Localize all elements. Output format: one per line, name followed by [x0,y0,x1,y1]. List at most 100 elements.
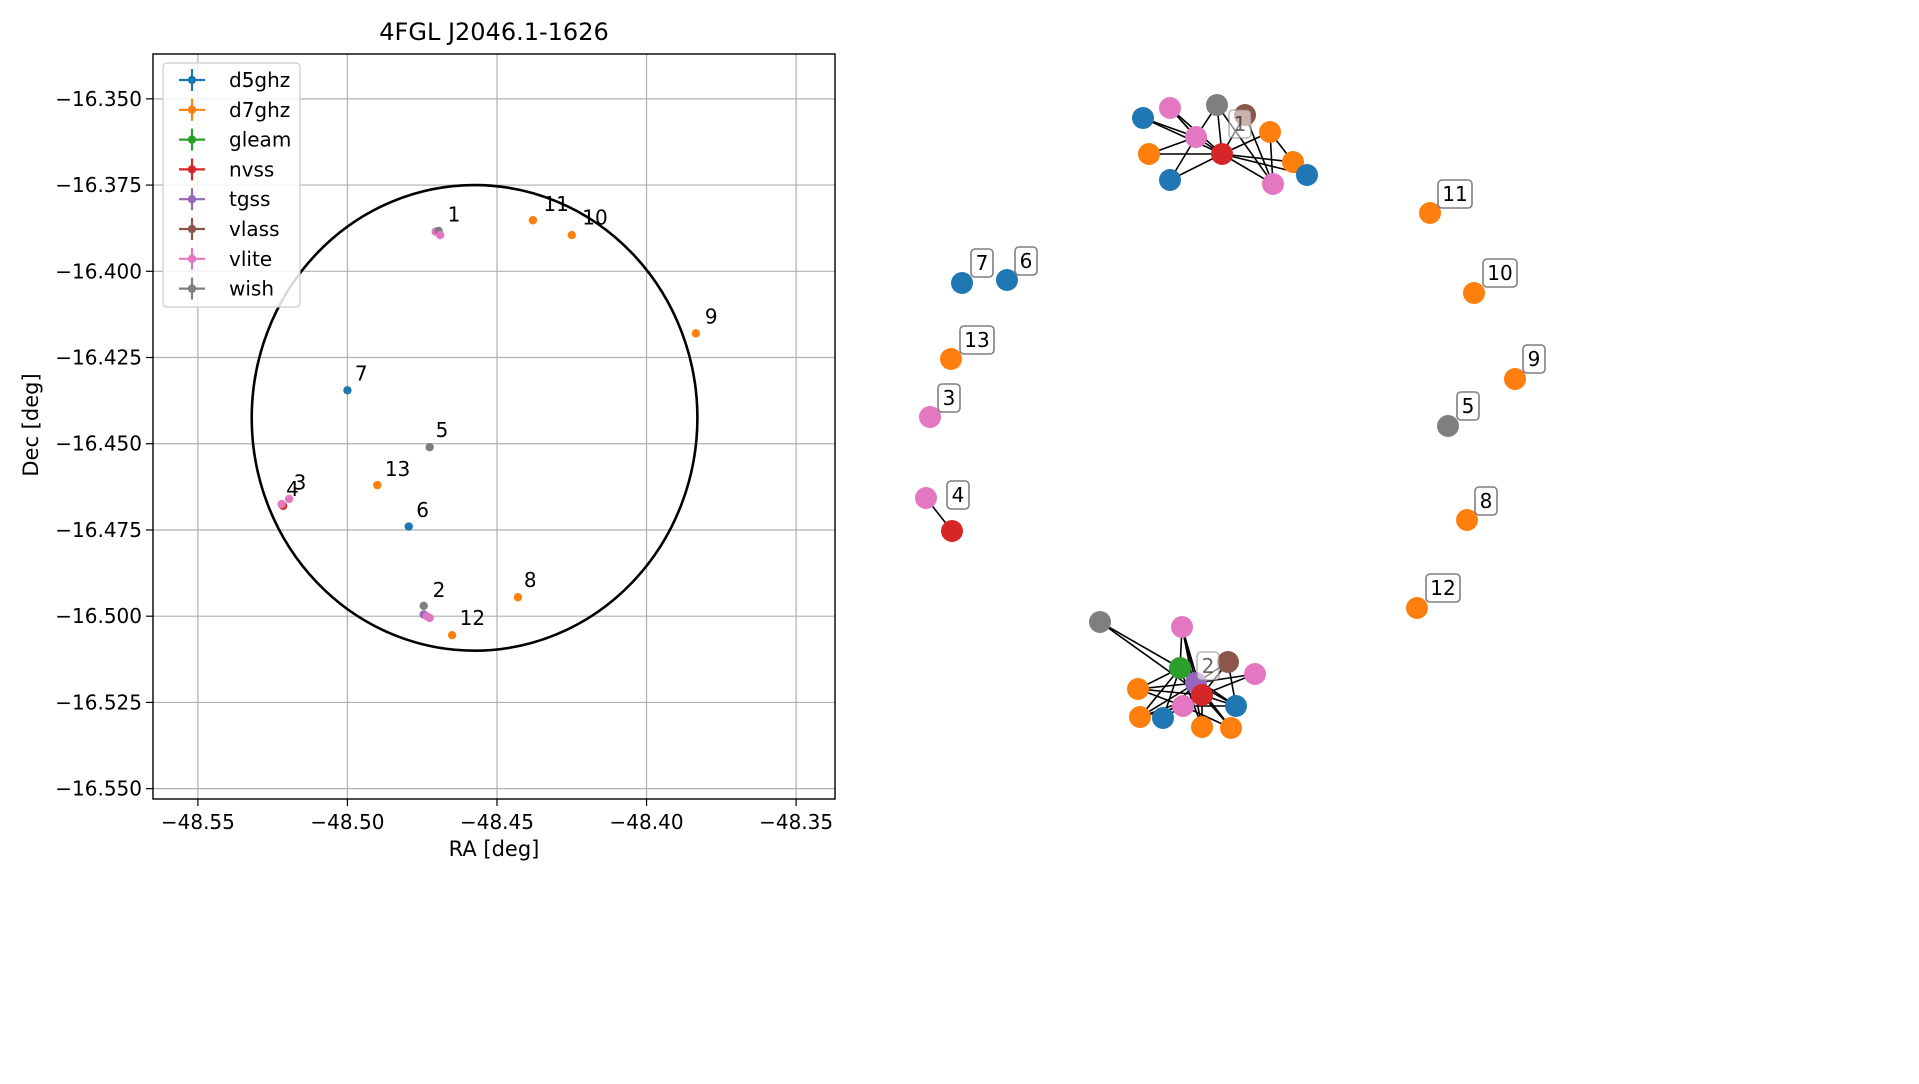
legend-marker [187,165,197,174]
x-tick-label: −48.45 [460,810,534,834]
point-label: 9 [705,305,718,329]
network-label: 3 [943,386,956,410]
network-node-d7ghz [940,348,962,370]
legend-marker [187,135,197,144]
data-point-wish [419,601,428,611]
legend-label: d5ghz [229,68,290,92]
network-label: 4 [952,483,965,507]
legend-box [162,62,301,308]
legend-label: gleam [229,128,291,152]
network-label: 9 [1528,347,1541,371]
data-points [277,216,701,640]
scatter-panel: 4FGL J2046.1-1626 −48.55 −48.50 −48.45 −48.… [19,18,836,861]
point-label: 6 [416,498,429,522]
data-point-d7ghz [373,480,382,490]
network-node-vlite [915,487,937,509]
network-label: 10 [1487,261,1512,285]
plot-frame [152,53,836,800]
legend-marker [187,254,197,263]
y-tick-label: −16.450 [55,432,142,456]
point-label: 3 [294,470,307,494]
chart-title: 4FGL J2046.1-1626 [379,18,608,46]
x-tick-label: −48.40 [610,810,684,834]
legend-label: tgss [229,187,270,211]
network-node-d5ghz [1152,707,1174,729]
data-point-vlite [277,499,286,509]
data-point-d5ghz [343,386,352,395]
point-label: 10 [582,206,607,230]
network-edge [1216,104,1274,185]
network-node-d7ghz [1282,151,1304,173]
y-tick-label: −16.475 [55,518,142,542]
network-node-wish [1437,415,1459,437]
data-point-d7ghz [528,216,538,225]
network-node-d7ghz [1220,717,1242,739]
point-label: 13 [385,457,410,481]
network-node-d7ghz [1463,282,1485,304]
network-node-d5ghz [996,269,1018,291]
network-node-vlite [1185,126,1207,148]
network-label: 13 [964,328,989,352]
network-node-wish [1206,94,1228,116]
data-point-d5ghz [404,522,413,531]
network-label-box [1522,344,1546,374]
point-label: 11 [543,192,568,216]
data-point-d7ghz [513,593,523,602]
network-label-box [970,248,994,278]
point-label: 8 [524,568,537,592]
network-label-box [1482,258,1518,288]
legend-label: d7ghz [229,98,290,122]
network-label: 1 [1234,112,1247,136]
network-label-box [946,480,970,510]
network-node-vlite [1171,616,1193,638]
x-axis-ticks: −48.55 −48.50 −48.45 −48.40 −48.35 [161,799,833,834]
network-node-nvss [1191,684,1213,706]
legend-marker [187,284,197,293]
network-label: 5 [1462,394,1475,418]
network-label-box [959,325,995,355]
network-label-box [1014,246,1038,276]
network-edges [925,104,1308,729]
network-node-d7ghz [1406,597,1428,619]
point-label: 4 [286,477,299,501]
network-node-vlite [1172,695,1194,717]
data-point-wish [425,442,434,452]
network-edge [1221,153,1294,163]
x-tick-label: −48.50 [310,810,384,834]
network-node-vlite [919,406,941,428]
y-tick-label: −16.550 [55,777,142,801]
network-node-nvss [941,520,963,542]
network-label: 8 [1480,489,1493,513]
network-node-d5ghz [1296,164,1318,186]
network-node-d7ghz [1456,509,1478,531]
network-node-d7ghz [1127,678,1149,700]
network-label: 11 [1442,182,1467,206]
point-label: 7 [355,362,368,386]
network-node-wish [1089,611,1111,633]
association-ellipse [250,183,699,652]
network-node-d5ghz [1159,169,1181,191]
network-label-box [1425,573,1461,603]
network-node-d7ghz [1138,143,1160,165]
network-label-box [1456,391,1480,421]
point-label: 5 [436,418,449,442]
network-label-box [1228,109,1252,139]
network-node-d7ghz [1259,121,1281,143]
network-node-d7ghz [1504,368,1526,390]
network-label: 6 [1020,249,1033,273]
network-label-box [937,383,961,413]
y-axis-label: Dec [deg] [19,373,43,476]
network-label-box [1437,179,1473,209]
network-node-d5ghz [951,272,973,294]
network-node-d7ghz [1419,202,1441,224]
y-tick-label: −16.350 [55,87,142,111]
data-point-d7ghz [447,630,457,640]
y-tick-label: −16.500 [55,604,142,628]
legend-marker [187,224,197,234]
network-node-d5ghz [1225,695,1247,717]
network-node-vlite [1244,663,1266,685]
